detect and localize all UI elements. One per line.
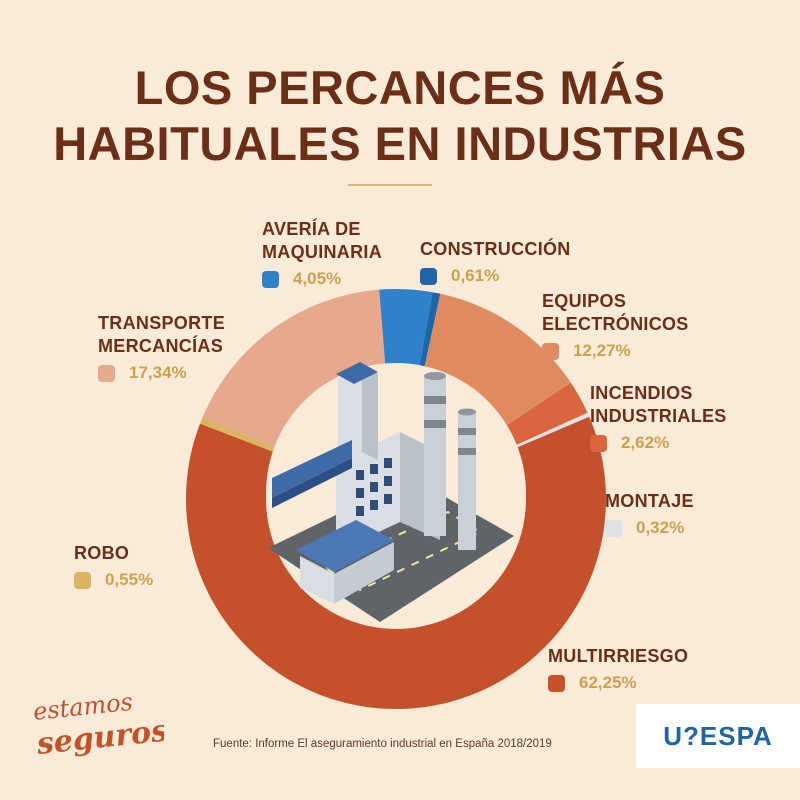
title-line-1: LOS PERCANCES MÁS	[134, 61, 666, 114]
donut-segment-0	[418, 292, 441, 372]
segment-name-line: MERCANCÍAS	[98, 336, 224, 356]
segment-name-line: AVERÍA DE	[262, 219, 361, 239]
segment-name: EQUIPOS ELECTRÓNICOS	[542, 290, 689, 336]
label-transporte-mercancias: TRANSPORTE MERCANCÍAS 17,34%	[98, 312, 225, 383]
donut-segment-7	[379, 288, 433, 371]
chart-title: LOS PERCANCES MÁS HABITUALES EN INDUSTRI…	[0, 60, 800, 172]
title-divider	[348, 184, 432, 186]
segment-name-line: EQUIPOS	[542, 291, 627, 311]
segment-value: 62,25%	[579, 673, 637, 692]
legend-swatch	[420, 267, 437, 285]
segment-name: MULTIRRIESGO	[548, 645, 688, 668]
segment-value: 17,34%	[129, 363, 187, 382]
label-multirriesgo: MULTIRRIESGO 62,25%	[548, 645, 688, 693]
segment-name: CONSTRUCCIÓN	[420, 238, 571, 261]
donut-segment-3	[514, 412, 590, 449]
label-equipos-electronicos: EQUIPOS ELECTRÓNICOS 12,27%	[542, 290, 689, 361]
source-note: Fuente: Informe El aseguramiento industr…	[213, 738, 552, 750]
segment-name: MONTAJE	[605, 490, 694, 513]
segment-name-line: MONTAJE	[605, 491, 694, 511]
segment-name-line: TRANSPORTE	[98, 313, 226, 333]
segment-value: 0,32%	[636, 518, 685, 537]
legend-swatch	[262, 270, 279, 288]
segment-name-line: ELECTRÓNICOS	[542, 314, 689, 334]
segment-name-line: CONSTRUCCIÓN	[420, 239, 571, 259]
donut-segments	[186, 288, 607, 709]
label-montaje: MONTAJE 0,32%	[605, 490, 694, 538]
segment-name-line: INCENDIOS	[590, 383, 693, 403]
donut-segment-6	[202, 289, 386, 449]
unespa-logo: U?ESPA	[636, 704, 800, 768]
segment-name: TRANSPORTE MERCANCÍAS	[98, 312, 225, 358]
segment-value: 12,27%	[573, 341, 631, 360]
segment-value: 2,62%	[621, 433, 670, 452]
segment-value: 0,61%	[451, 266, 500, 285]
legend-swatch	[98, 364, 115, 382]
donut-segment-2	[504, 382, 588, 446]
segment-value: 0,55%	[105, 570, 154, 589]
legend-swatch	[590, 434, 607, 452]
factory-illustration	[266, 362, 526, 623]
label-averia-maquinaria: AVERÍA DE MAQUINARIA 4,05%	[262, 218, 382, 289]
segment-name-line: MULTIRRIESGO	[548, 646, 689, 666]
segment-name-line: MAQUINARIA	[262, 242, 382, 262]
donut-segment-5	[199, 416, 277, 453]
segment-name: ROBO	[74, 542, 153, 565]
label-incendios-industriales: INCENDIOS INDUSTRIALES 2,62%	[590, 382, 727, 453]
label-construccion: CONSTRUCCIÓN 0,61%	[420, 238, 571, 286]
title-line-2: HABITUALES EN INDUSTRIAS	[53, 117, 747, 170]
legend-swatch	[605, 519, 622, 537]
segment-name: INCENDIOS INDUSTRIALES	[590, 382, 727, 428]
segment-value: 4,05%	[293, 269, 342, 288]
segment-name-line: ROBO	[74, 543, 130, 563]
legend-swatch	[548, 674, 565, 692]
donut-segment-1	[423, 293, 571, 427]
legend-swatch	[74, 571, 91, 589]
estamos-seguros-logo: estamos seguros	[32, 688, 164, 762]
donut-segment-4	[186, 416, 607, 709]
segment-name-line: INDUSTRIALES	[590, 406, 727, 426]
legend-swatch	[542, 342, 559, 360]
label-robo: ROBO 0,55%	[74, 542, 153, 590]
segment-name: AVERÍA DE MAQUINARIA	[262, 218, 382, 264]
brand-text: U?ESPA	[663, 720, 773, 751]
